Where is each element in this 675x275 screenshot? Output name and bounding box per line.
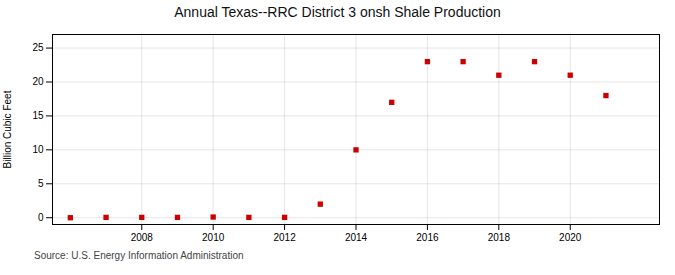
svg-text:20: 20 bbox=[32, 76, 44, 87]
svg-text:2016: 2016 bbox=[416, 232, 439, 243]
svg-text:2012: 2012 bbox=[273, 232, 296, 243]
svg-text:15: 15 bbox=[32, 110, 44, 121]
svg-text:Billion Cubic Feet: Billion Cubic Feet bbox=[2, 90, 13, 168]
svg-text:5: 5 bbox=[38, 178, 44, 189]
svg-text:2008: 2008 bbox=[131, 232, 154, 243]
svg-text:2010: 2010 bbox=[202, 232, 225, 243]
svg-text:25: 25 bbox=[32, 42, 44, 53]
html-text:Source: U.S. Energy Informatio: Source: U.S. Energy Information Administ… bbox=[34, 250, 244, 261]
svg-text:2020: 2020 bbox=[559, 232, 582, 243]
svg-text:2018: 2018 bbox=[488, 232, 511, 243]
html-text:Annual Texas--RRC District 3 o: Annual Texas--RRC District 3 onsh Shale … bbox=[174, 4, 501, 20]
svg-text:0: 0 bbox=[38, 212, 44, 223]
svg-text:10: 10 bbox=[32, 144, 44, 155]
svg-text:2014: 2014 bbox=[345, 232, 368, 243]
